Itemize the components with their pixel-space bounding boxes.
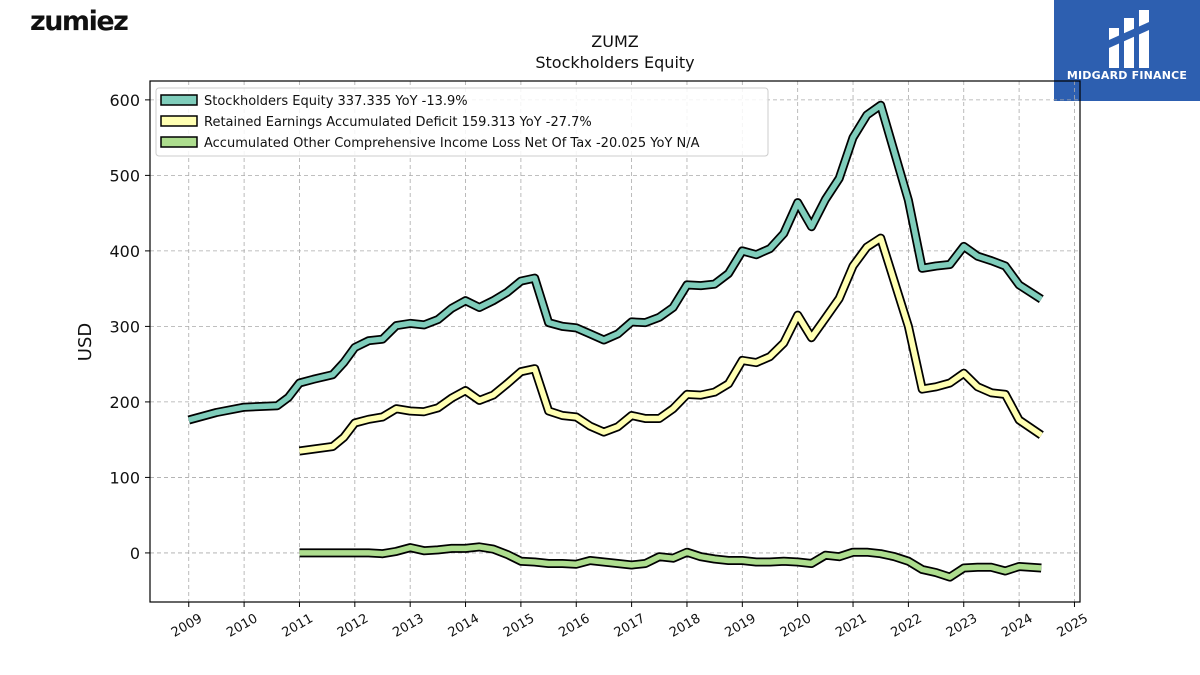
y-tick-label: 300 (109, 317, 140, 336)
x-axis-ticks: 2009 2010 2011 2012 2013 2014 2015 2016 2017 2018… (169, 602, 1091, 641)
x-tick-label: 2018 (667, 611, 703, 641)
x-tick-label: 2023 (944, 611, 980, 641)
x-tick-label: 2021 (833, 611, 869, 641)
grid (150, 81, 1080, 602)
x-tick-label: 2020 (778, 611, 814, 641)
x-tick-label: 2013 (390, 611, 426, 641)
x-tick-label: 2014 (446, 611, 482, 641)
x-tick-label: 2012 (335, 611, 371, 641)
x-tick-label: 2022 (889, 611, 925, 641)
y-tick-label: 400 (109, 242, 140, 261)
y-tick-label: 200 (109, 393, 140, 412)
x-tick-label: 2016 (556, 611, 592, 641)
y-tick-label: 500 (109, 166, 140, 185)
y-tick-label: 0 (130, 544, 140, 563)
legend-swatch (160, 94, 198, 106)
legend-box (155, 87, 769, 157)
chart-title: ZUMZ (591, 32, 638, 51)
y-axis-label: USD (75, 323, 96, 361)
chart-subtitle: Stockholders Equity (535, 53, 694, 72)
partner-name: MIDGARD FINANCE (1066, 69, 1188, 82)
midgard-finance-emblem-icon (1109, 10, 1149, 68)
plot-frame (149, 80, 1081, 603)
x-tick-label: 2024 (999, 611, 1035, 641)
x-tick-label: 2015 (501, 611, 537, 641)
x-tick-label: 2009 (169, 611, 205, 641)
x-tick-label: 2011 (280, 611, 316, 641)
legend-label: Retained Earnings Accumulated Deficit 15… (204, 115, 592, 130)
x-tick-label: 2025 (1055, 611, 1091, 641)
x-tick-label: 2017 (612, 611, 648, 641)
midgard-finance-logo: MIDGARD FINANCE (1054, 0, 1200, 101)
legend-entry-stockholders-equity: Stockholders Equity 337.335 YoY -13.9% (160, 94, 468, 109)
y-tick-label: 100 (109, 468, 140, 487)
x-tick-label: 2019 (722, 611, 758, 641)
series-line-0 (188, 102, 1043, 423)
series-line-1 (299, 235, 1043, 454)
legend-entry-accumulated-oci: Accumulated Other Comprehensive Income L… (160, 136, 700, 151)
x-tick-label: 2010 (224, 611, 260, 641)
y-axis-ticks: 0 100 200 300 400 500 600 (109, 91, 150, 563)
zumiez-logo: zumiez (30, 6, 129, 37)
legend-label: Accumulated Other Comprehensive Income L… (204, 136, 700, 151)
y-tick-label: 600 (109, 91, 140, 110)
legend-label: Stockholders Equity 337.335 YoY -13.9% (204, 94, 468, 109)
series-lines (187, 100, 1044, 582)
series-line-2 (299, 544, 1042, 580)
legend-entry-retained-earnings: Retained Earnings Accumulated Deficit 15… (160, 115, 592, 130)
legend: Stockholders Equity 337.335 YoY -13.9% R… (155, 87, 769, 157)
legend-swatch (160, 136, 198, 148)
legend-swatch (160, 115, 198, 127)
